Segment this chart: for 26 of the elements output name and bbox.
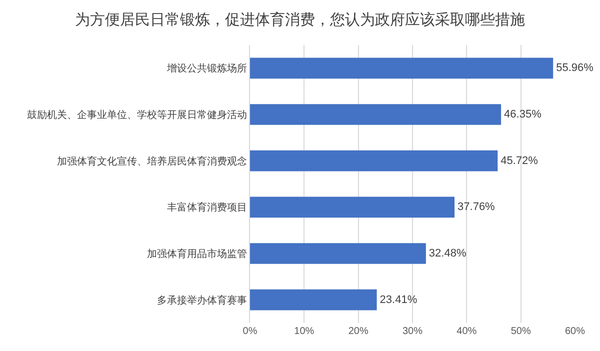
x-tick-label: 40% <box>456 326 477 337</box>
bar <box>250 104 502 125</box>
x-tick-label: 30% <box>402 326 423 337</box>
data-label: 45.72% <box>500 154 538 167</box>
x-tick-label: 10% <box>294 326 314 337</box>
data-label: 46.35% <box>504 108 542 121</box>
bar <box>250 150 498 172</box>
x-tick-label: 50% <box>510 326 531 337</box>
y-tick-label: 鼓励机关、企事业单位、学校等开展日常健身活动 <box>27 109 247 121</box>
y-tick-label: 丰富体育消费项目 <box>167 202 247 214</box>
y-tick-label: 增设公共锻炼场所 <box>166 62 247 75</box>
x-tick-label: 60% <box>564 326 586 337</box>
y-tick-label: 加强体育文化宣传、培养居民体育消费观念 <box>57 155 247 168</box>
bar <box>250 243 426 264</box>
y-tick-label: 多承接举办体育赛事 <box>157 294 247 306</box>
data-label: 32.48% <box>428 248 466 260</box>
bar <box>250 58 554 79</box>
x-tick-label: 20% <box>348 326 368 337</box>
data-label: 37.76% <box>458 201 496 214</box>
bar <box>250 289 377 310</box>
y-tick-label: 加强体育用品市场监管 <box>147 248 247 260</box>
data-label: 23.41% <box>380 294 418 306</box>
x-tick-label: 0% <box>242 326 258 337</box>
chart-title: 为方便居民日常锻炼，促进体育消费，您认为政府应该采取哪些措施 <box>75 12 525 29</box>
bar <box>250 196 455 218</box>
data-label: 55.96% <box>556 62 594 74</box>
